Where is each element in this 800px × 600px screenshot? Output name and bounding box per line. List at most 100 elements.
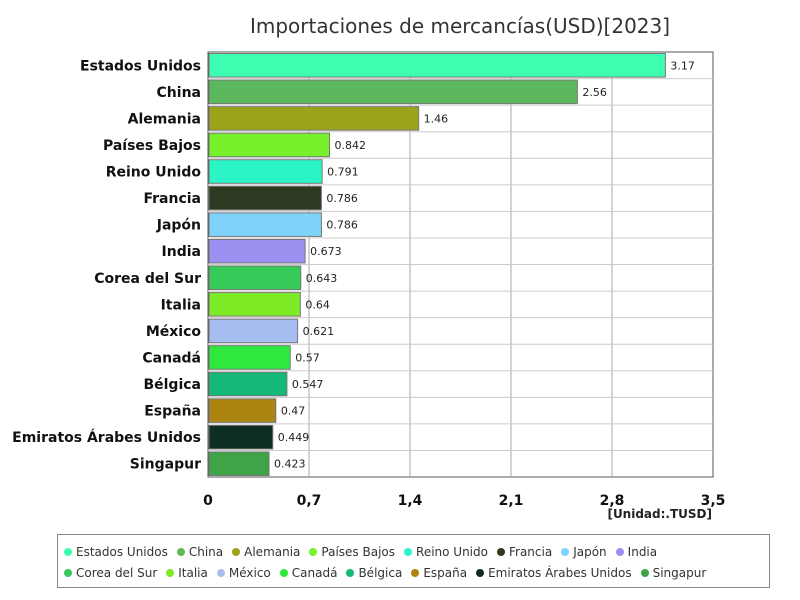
value-label: 0.842 — [334, 139, 366, 152]
legend-swatch — [64, 547, 72, 556]
bar — [208, 212, 322, 237]
value-label: 0.791 — [327, 166, 359, 179]
legend-label: Canadá — [291, 565, 338, 580]
x-tick-label: 3,5 — [701, 493, 726, 509]
value-label: 0.449 — [278, 431, 310, 444]
category-label: Francia — [143, 191, 201, 207]
x-tick-label: 1,4 — [398, 493, 423, 509]
legend-label: Estados Unidos — [76, 544, 168, 559]
bar — [208, 238, 306, 264]
category-label: China — [157, 85, 201, 101]
bar — [208, 371, 288, 397]
bar — [208, 451, 270, 476]
category-label: Emiratos Árabes Unidos — [12, 429, 201, 446]
category-label: México — [146, 324, 202, 340]
legend-item: Bélgica — [346, 562, 402, 583]
value-label: 0.621 — [303, 325, 335, 338]
legend-item: Japón — [561, 541, 607, 562]
bar — [208, 106, 420, 131]
legend-label: Japón — [573, 544, 607, 559]
x-tick-label: 2,1 — [499, 493, 524, 509]
value-label: 3.17 — [670, 59, 695, 72]
bar — [208, 292, 301, 317]
bar — [208, 53, 666, 78]
value-label: 0.786 — [326, 219, 358, 232]
legend-item: Estados Unidos — [64, 541, 168, 562]
bar — [208, 318, 299, 344]
bar — [208, 345, 291, 370]
value-label: 0.57 — [295, 351, 320, 364]
unit-label: [Unidad:.TUSD] — [607, 507, 712, 521]
bar — [208, 398, 277, 423]
legend-item: Alemania — [232, 541, 300, 562]
value-label: 0.673 — [310, 245, 342, 258]
legend-swatch — [615, 547, 624, 556]
bar — [208, 159, 323, 184]
value-label: 1.46 — [424, 112, 449, 125]
category-label: Singapur — [130, 457, 201, 473]
legend-label: Países Bajos — [321, 544, 396, 559]
legend-swatch — [166, 568, 175, 577]
x-tick-label: 0 — [203, 493, 213, 509]
x-tick-label: 2,8 — [600, 493, 625, 509]
legend-swatch — [232, 547, 241, 556]
legend-label: Francia — [508, 544, 553, 559]
category-label: Países Bajos — [103, 138, 201, 154]
value-label: 2.56 — [582, 86, 607, 99]
legend-label: China — [188, 544, 224, 559]
legend-item: Francia — [496, 541, 553, 562]
legend-swatch — [496, 547, 505, 556]
value-label: 0.64 — [305, 298, 330, 311]
legend-item: España — [411, 562, 467, 583]
chart-title: Importaciones de mercancías(USD)[2023] — [249, 14, 671, 38]
legend-label: Reino Unido — [416, 544, 488, 559]
legend-label: Bélgica — [358, 565, 403, 580]
legend-item: Canadá — [279, 562, 338, 583]
legend-swatch — [561, 547, 570, 556]
legend-label: Italia — [178, 565, 208, 580]
legend-item: México — [216, 562, 271, 583]
legend-swatch — [476, 568, 485, 577]
value-label: 0.643 — [306, 272, 338, 285]
value-label: 0.547 — [292, 378, 324, 391]
bar — [208, 265, 302, 291]
legend-swatch — [216, 568, 225, 577]
legend-label: Singapur — [652, 565, 707, 580]
category-label: India — [162, 244, 201, 260]
category-label: España — [144, 404, 201, 420]
x-tick-label: 0,7 — [297, 493, 322, 509]
legend-item: Corea del Sur — [64, 562, 157, 583]
legend-item: Países Bajos — [309, 541, 395, 562]
legend-swatch — [411, 568, 420, 577]
legend-label: India — [627, 544, 658, 559]
category-label: Canadá — [142, 350, 201, 366]
legend-item: Emiratos Árabes Unidos — [476, 562, 632, 583]
bar — [208, 79, 578, 105]
value-label: 0.786 — [326, 192, 358, 205]
legend-swatch — [640, 568, 649, 577]
category-label: Italia — [161, 297, 201, 313]
bar — [208, 132, 330, 158]
legend-label: Corea del Sur — [76, 565, 158, 580]
legend-label: Alemania — [244, 544, 301, 559]
legend-item: Reino Unido — [404, 541, 488, 562]
category-label: Japón — [156, 218, 201, 234]
legend-swatch — [279, 568, 288, 577]
category-label: Corea del Sur — [94, 271, 201, 287]
bar — [208, 185, 322, 211]
legend-label: México — [228, 565, 271, 580]
legend-swatch — [346, 568, 355, 577]
legend-swatch — [176, 547, 185, 556]
legend-label: España — [423, 565, 468, 580]
bar — [208, 424, 274, 450]
category-label: Alemania — [128, 111, 201, 127]
legend-swatch — [64, 568, 72, 577]
value-label: 0.47 — [281, 405, 306, 418]
category-label: Estados Unidos — [80, 58, 201, 74]
legend-item: Italia — [166, 562, 208, 583]
legend-item: China — [176, 541, 224, 562]
legend-label: Emiratos Árabes Unidos — [488, 565, 632, 580]
legend-item: India — [615, 541, 658, 562]
